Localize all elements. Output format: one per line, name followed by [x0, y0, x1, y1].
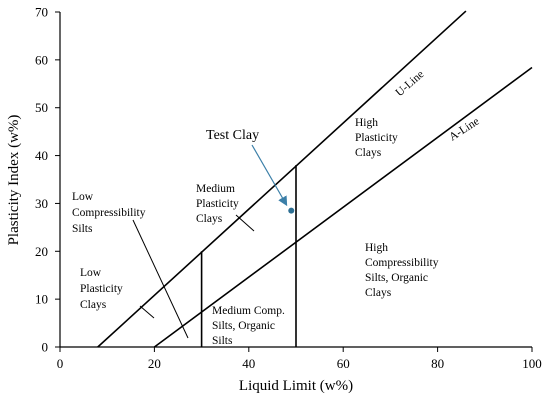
region-line: Medium Comp. [212, 305, 285, 317]
region-line: Clays [196, 213, 223, 225]
region-line: Clays [365, 287, 392, 299]
x-tick-label: 60 [337, 356, 350, 371]
y-tick-label: 30 [35, 196, 48, 211]
region-medium-plasticity-clays: Medium Plasticity Clays [196, 183, 255, 232]
region-line: Silts [212, 335, 233, 347]
u-line [97, 10, 467, 348]
x-tick-label: 80 [431, 356, 444, 371]
region-line: Low [72, 191, 94, 203]
y-tick-label: 50 [35, 100, 48, 115]
region-high-plasticity-clays: High Plasticity Clays [355, 117, 398, 159]
region-pointer [132, 219, 189, 339]
region-line: Silts, Organic [212, 320, 275, 332]
test-clay-point [288, 207, 295, 214]
region-pointer [235, 214, 255, 232]
region-line: High [355, 117, 378, 129]
x-ticks: 0 20 40 60 80 100 [57, 347, 542, 371]
region-line: Compressibility [365, 257, 439, 269]
x-tick-label: 100 [522, 356, 542, 371]
y-tick-label: 40 [35, 148, 48, 163]
y-tick-label: 20 [35, 244, 48, 259]
region-pointer [139, 305, 155, 319]
region-line: Clays [355, 147, 382, 159]
region-line: Plasticity [80, 283, 123, 295]
y-tick-label: 0 [42, 340, 49, 355]
region-line: Silts, Organic [365, 272, 428, 284]
y-axis-title: Plasticity Index (w%) [6, 115, 22, 246]
region-line: Low [80, 267, 102, 279]
region-high-compressibility-silts: High Compressibility Silts, Organic Clay… [365, 242, 439, 299]
region-line: Clays [80, 299, 107, 311]
region-line: High [365, 242, 388, 254]
region-line: Compressibility [72, 207, 146, 219]
region-line: Plasticity [196, 198, 239, 210]
x-tick-label: 0 [57, 356, 64, 371]
x-tick-label: 40 [242, 356, 255, 371]
region-low-plasticity-clays: Low Plasticity Clays [80, 267, 155, 319]
y-tick-label: 60 [35, 52, 48, 67]
y-tick-label: 10 [35, 292, 48, 307]
test-clay-label: Test Clay [206, 128, 259, 143]
x-axis-title: Liquid Limit (w%) [239, 378, 353, 394]
region-line: Silts [72, 223, 93, 235]
test-clay-arrow [251, 144, 288, 207]
y-tick-label: 70 [35, 5, 48, 20]
a-line-label: A-Line [447, 115, 481, 143]
x-tick-label: 20 [148, 356, 161, 371]
region-medium-comp-silts: Medium Comp. Silts, Organic Silts [212, 305, 285, 347]
y-ticks: 0 10 20 30 40 50 60 70 [35, 5, 60, 355]
region-line: Medium [196, 183, 235, 195]
a-line [153, 66, 533, 348]
region-low-compressibility-silts: Low Compressibility Silts [72, 191, 189, 339]
region-line: Plasticity [355, 132, 398, 144]
